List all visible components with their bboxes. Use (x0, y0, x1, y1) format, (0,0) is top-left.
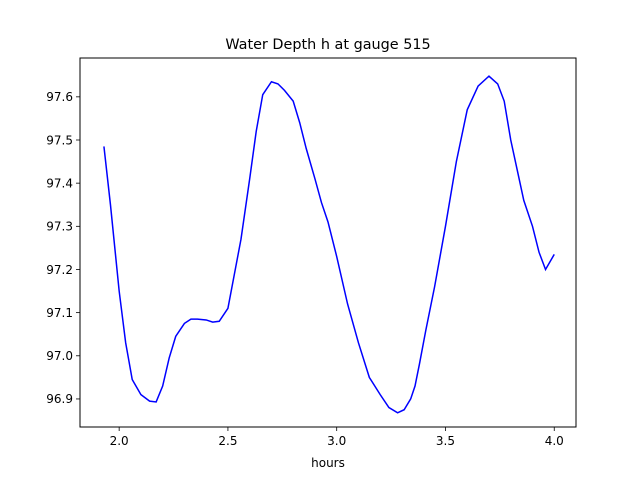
y-tick-label: 97.6 (46, 90, 73, 104)
y-tick-label: 97.2 (46, 263, 73, 277)
x-tick-label: 4.0 (545, 434, 564, 448)
y-tick-label: 97.4 (46, 176, 73, 190)
y-tick-label: 97.5 (46, 133, 73, 147)
y-tick-label: 97.1 (46, 306, 73, 320)
y-tick-label: 97.0 (46, 349, 73, 363)
x-tick-label: 3.5 (436, 434, 455, 448)
x-axis-label: hours (311, 456, 345, 470)
axes-frame (79, 57, 577, 428)
y-tick-label: 97.3 (46, 220, 73, 234)
chart-title: Water Depth h at gauge 515 (225, 37, 430, 53)
x-tick-label: 2.0 (110, 434, 129, 448)
plot-area (79, 57, 577, 428)
y-tick-label: 96.9 (46, 392, 73, 406)
x-tick-label: 2.5 (218, 434, 237, 448)
series-line (103, 75, 555, 414)
x-axis: 2.0 2.5 3.0 3.5 4.0 (110, 427, 564, 448)
y-axis: 96.9 97.0 97.1 97.2 97.3 97.4 97.5 97.6 (46, 90, 80, 406)
x-tick-label: 3.0 (327, 434, 346, 448)
